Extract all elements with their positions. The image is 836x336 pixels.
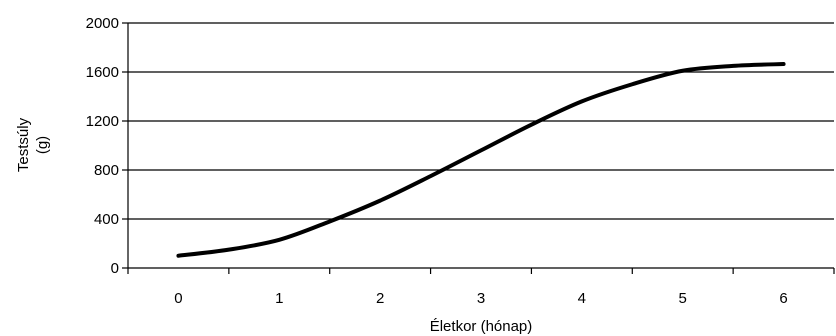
y-tick-label-1200: 1200 bbox=[86, 113, 119, 130]
x-tick-label-6: 6 bbox=[779, 290, 787, 307]
x-tick-label-1: 1 bbox=[275, 290, 283, 307]
axes bbox=[122, 22, 835, 274]
x-tick-label-5: 5 bbox=[679, 290, 687, 307]
y-tick-label-800: 800 bbox=[94, 162, 119, 179]
x-tick-label-0: 0 bbox=[174, 290, 182, 307]
y-tick-label-1600: 1600 bbox=[86, 64, 119, 81]
series-layer bbox=[176, 62, 786, 258]
y-tick-labels: 0 400 800 1200 1600 2000 bbox=[86, 15, 119, 277]
x-tick-label-2: 2 bbox=[376, 290, 384, 307]
y-axis-label: Testsúly (g) bbox=[15, 117, 51, 172]
y-axis-label-line-2: (g) bbox=[34, 136, 51, 154]
x-tick-label-4: 4 bbox=[578, 290, 586, 307]
x-axis-label: Életkor (hónap) bbox=[430, 318, 533, 335]
series-line-0 bbox=[176, 62, 786, 258]
y-tick-label-400: 400 bbox=[94, 211, 119, 228]
y-tick-label-2000: 2000 bbox=[86, 15, 119, 32]
y-axis-label-line-1: Testsúly bbox=[15, 117, 32, 172]
x-tick-labels: 0 1 2 3 4 5 6 bbox=[174, 290, 787, 307]
x-tick-label-3: 3 bbox=[477, 290, 485, 307]
gridlines bbox=[128, 22, 834, 220]
y-tick-label-0: 0 bbox=[111, 260, 119, 277]
